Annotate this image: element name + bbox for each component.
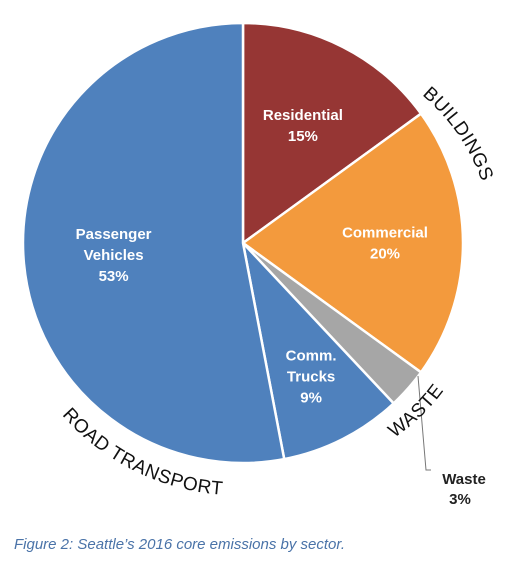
pie-slice-comm-trucks bbox=[241, 241, 395, 461]
pie-slice-labels: Residential 15% Commercial 20% Comm. Trucks 9%… bbox=[76, 107, 428, 407]
waste-leader-line bbox=[417, 375, 431, 471]
figure-caption: Figure 2: Seattle’s 2016 core emissions … bbox=[14, 536, 345, 553]
waste-slice-percent: 3% bbox=[449, 491, 471, 508]
slice-label-comm-trucks-name: Comm. bbox=[286, 348, 337, 365]
pie-slice-passenger-vehicles bbox=[21, 21, 286, 465]
slice-label-residential-percent: 15% bbox=[288, 128, 318, 145]
pie-slices bbox=[21, 21, 465, 465]
pie-chart: Residential 15% Commercial 20% Comm. Trucks 9%… bbox=[21, 21, 497, 508]
slice-label-passenger-vehicles-percent: 53% bbox=[99, 268, 129, 285]
pie-slice-commercial bbox=[241, 112, 465, 374]
slice-label-commercial-percent: 20% bbox=[370, 246, 400, 263]
slice-label-passenger-vehicles-name: Passenger bbox=[76, 226, 152, 243]
pie-slice-residential bbox=[241, 21, 423, 245]
slice-label-residential-name: Residential bbox=[263, 107, 343, 124]
slice-label-commercial-name: Commercial bbox=[342, 225, 428, 242]
slice-label-comm-trucks-name: Trucks bbox=[287, 369, 335, 386]
slice-label-passenger-vehicles-name: Vehicles bbox=[84, 247, 144, 264]
waste-slice-name: Waste bbox=[442, 471, 486, 488]
slice-label-comm-trucks-percent: 9% bbox=[300, 390, 322, 407]
